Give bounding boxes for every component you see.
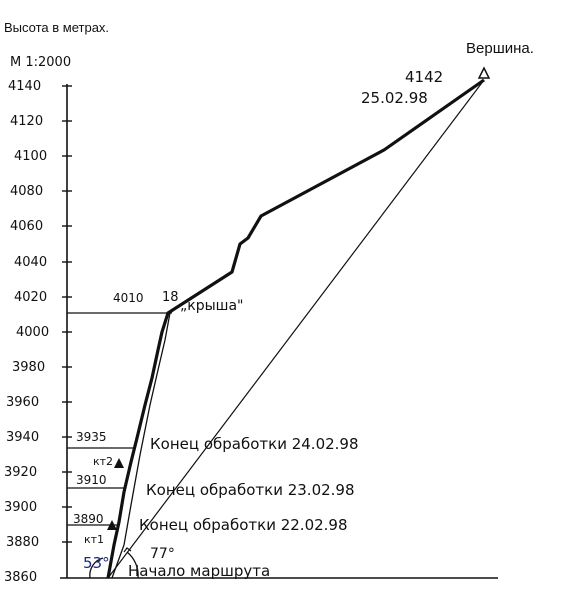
tick-label: 4020 <box>14 290 47 305</box>
tick-label: 3960 <box>6 395 39 410</box>
angle-arc-right <box>126 551 139 579</box>
route-start-label: Начало маршрута <box>128 562 270 580</box>
scale-label: М 1:2000 <box>10 55 71 70</box>
tick-marks <box>62 85 72 543</box>
camp-2-icon <box>114 458 124 468</box>
route-strand <box>111 312 171 579</box>
roof-name: „крыша" <box>180 298 243 314</box>
route-line <box>106 78 485 579</box>
tick-label: 3940 <box>6 430 39 445</box>
tick-labels: 4140 4120 4100 4080 4060 4040 4020 4000 … <box>4 79 49 585</box>
level-height-3910: 3910 <box>76 473 107 487</box>
tick-label: 3860 <box>4 570 37 585</box>
summit-date: 25.02.98 <box>361 89 428 107</box>
angle-arrow-icon <box>123 547 132 553</box>
tick-label: 4040 <box>14 255 47 270</box>
level-note-22: Конец обработки 22.02.98 <box>139 516 348 534</box>
tick-label: 4140 <box>8 79 41 94</box>
summit-height: 4142 <box>405 68 443 86</box>
camp-label-2: кт2 <box>93 455 113 468</box>
tick-label: 4120 <box>10 114 43 129</box>
level-height-3935: 3935 <box>76 430 107 444</box>
level-note-24: Конец обработки 24.02.98 <box>150 435 359 453</box>
height-caption: Высота в метрах. <box>4 20 109 35</box>
tick-label: 4060 <box>10 219 43 234</box>
tick-label: 4100 <box>14 149 47 164</box>
camp-1-icon <box>107 520 117 530</box>
direct-line <box>107 79 485 579</box>
roof-height: 4010 <box>113 291 144 305</box>
angle-arc-left <box>89 557 104 579</box>
angle-right: 77° <box>150 546 175 562</box>
tick-label: 3920 <box>4 465 37 480</box>
roof-point-number: 18 <box>162 290 179 305</box>
level-height-3890: 3890 <box>73 512 104 526</box>
angle-left: 53° <box>83 554 110 572</box>
tick-label: 3880 <box>6 535 39 550</box>
tick-label: 4080 <box>10 184 43 199</box>
tick-label: 3980 <box>12 360 45 375</box>
level-note-23: Конец обработки 23.02.98 <box>146 481 355 499</box>
camp-label-1: кт1 <box>84 533 104 546</box>
tick-label: 4000 <box>16 325 49 340</box>
summit-label: Вершина. <box>466 40 534 57</box>
summit-triangle-icon <box>477 66 491 79</box>
tick-label: 3900 <box>4 500 37 515</box>
